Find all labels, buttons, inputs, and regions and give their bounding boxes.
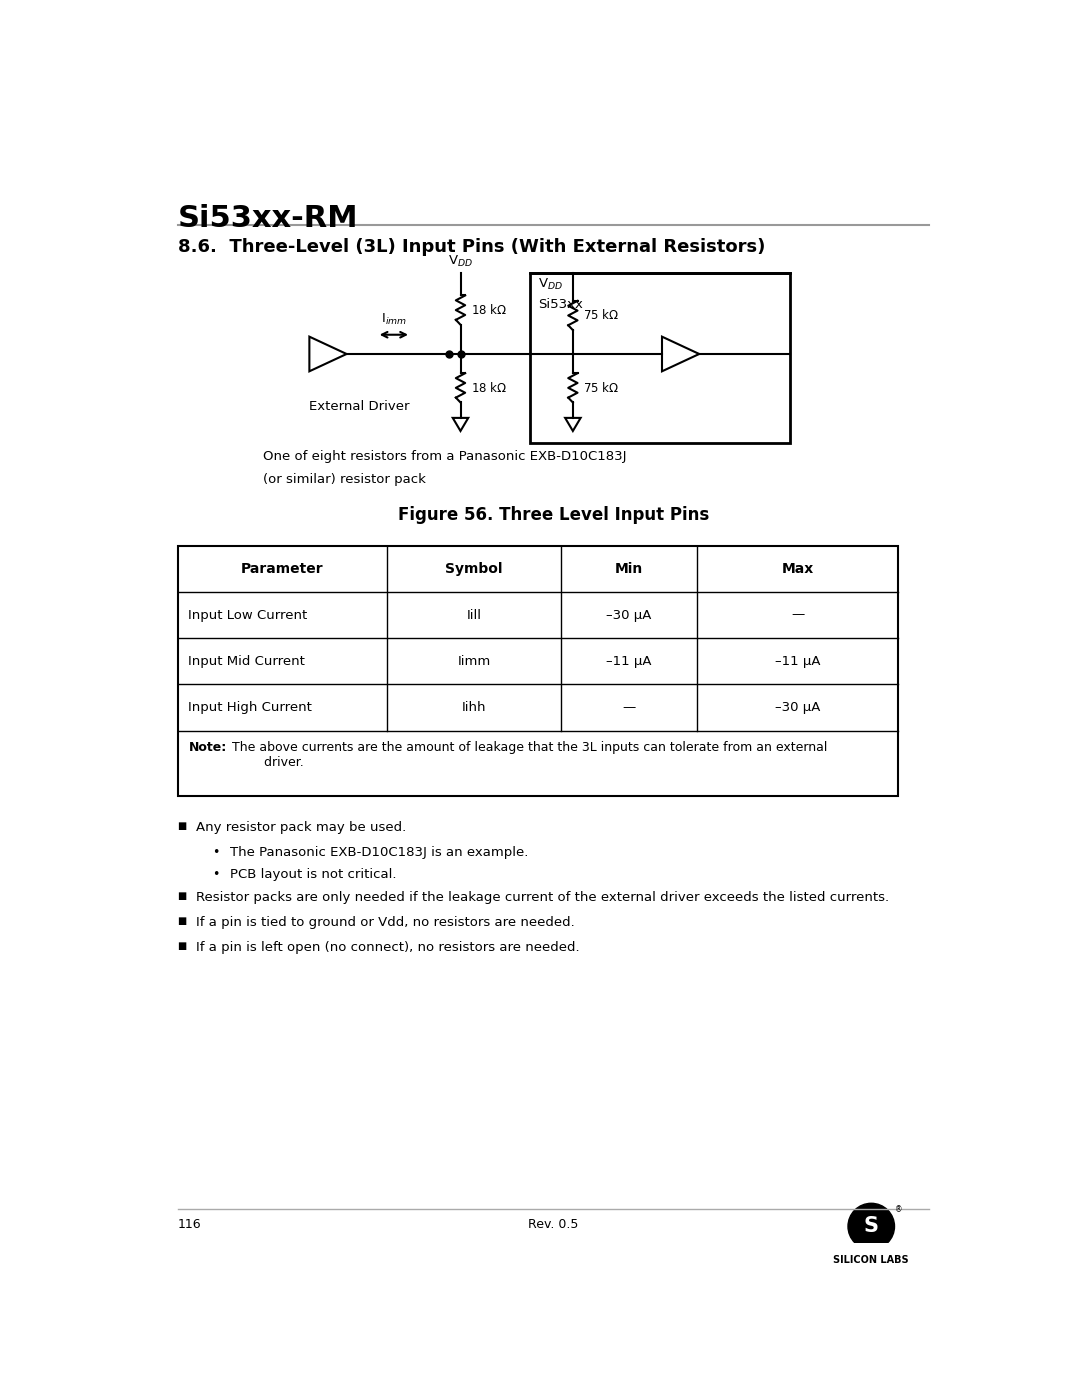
Text: V$_{DD}$: V$_{DD}$ (538, 277, 563, 292)
Text: I$_{imm}$: I$_{imm}$ (381, 312, 407, 327)
Text: –11 μA: –11 μA (774, 655, 821, 668)
Text: PCB layout is not critical.: PCB layout is not critical. (230, 869, 396, 882)
Text: Input High Current: Input High Current (189, 701, 312, 714)
Text: Min: Min (615, 562, 644, 576)
Text: Input Mid Current: Input Mid Current (189, 655, 306, 668)
Text: ■: ■ (177, 820, 187, 831)
Text: Rev. 0.5: Rev. 0.5 (528, 1218, 579, 1231)
Text: 18 k$\Omega$: 18 k$\Omega$ (471, 303, 507, 317)
Text: The above currents are the amount of leakage that the 3L inputs can tolerate fro: The above currents are the amount of lea… (232, 740, 827, 768)
Text: •: • (213, 847, 220, 859)
Text: SILICON LABS: SILICON LABS (834, 1255, 909, 1264)
Text: Note:: Note: (189, 740, 227, 753)
Text: External Driver: External Driver (309, 400, 410, 414)
Text: ®: ® (895, 1204, 903, 1214)
Text: ■: ■ (177, 916, 187, 926)
Text: If a pin is tied to ground or Vdd, no resistors are needed.: If a pin is tied to ground or Vdd, no re… (197, 916, 575, 929)
Text: Parameter: Parameter (241, 562, 324, 576)
Text: Symbol: Symbol (445, 562, 503, 576)
Text: Iihh: Iihh (462, 701, 486, 714)
Text: Si53xx: Si53xx (538, 298, 583, 310)
Text: •: • (213, 869, 220, 882)
Text: Max: Max (782, 562, 813, 576)
Text: 75 k$\Omega$: 75 k$\Omega$ (583, 309, 619, 323)
Text: —: — (791, 609, 805, 622)
Text: (or similar) resistor pack: (or similar) resistor pack (262, 474, 426, 486)
Text: If a pin is left open (no connect), no resistors are needed.: If a pin is left open (no connect), no r… (197, 942, 580, 954)
Text: Si53xx-RM: Si53xx-RM (177, 204, 359, 233)
Text: Input Low Current: Input Low Current (189, 609, 308, 622)
Text: ■: ■ (177, 891, 187, 901)
Text: S: S (864, 1215, 879, 1235)
Text: –30 μA: –30 μA (775, 701, 821, 714)
Text: V$_{DD}$: V$_{DD}$ (448, 253, 473, 268)
Text: Iill: Iill (467, 609, 482, 622)
Text: –11 μA: –11 μA (606, 655, 652, 668)
Text: Any resistor pack may be used.: Any resistor pack may be used. (197, 820, 406, 834)
Text: Resistor packs are only needed if the leakage current of the external driver exc: Resistor packs are only needed if the le… (197, 891, 889, 904)
Circle shape (848, 1203, 894, 1249)
Text: One of eight resistors from a Panasonic EXB-D10C183J: One of eight resistors from a Panasonic … (262, 450, 626, 464)
Text: 8.6.  Three-Level (3L) Input Pins (With External Resistors): 8.6. Three-Level (3L) Input Pins (With E… (177, 239, 765, 257)
Text: Figure 56. Three Level Input Pins: Figure 56. Three Level Input Pins (397, 506, 710, 524)
Text: Iimm: Iimm (458, 655, 490, 668)
Bar (177, 546, 899, 796)
Text: 116: 116 (177, 1218, 201, 1231)
Text: ■: ■ (177, 942, 187, 951)
Text: 18 k$\Omega$: 18 k$\Omega$ (471, 381, 507, 395)
Text: —: — (622, 701, 636, 714)
Text: The Panasonic EXB-D10C183J is an example.: The Panasonic EXB-D10C183J is an example… (230, 847, 528, 859)
Bar (530, 274, 789, 443)
Text: 75 k$\Omega$: 75 k$\Omega$ (583, 381, 619, 395)
Text: –30 μA: –30 μA (606, 609, 651, 622)
